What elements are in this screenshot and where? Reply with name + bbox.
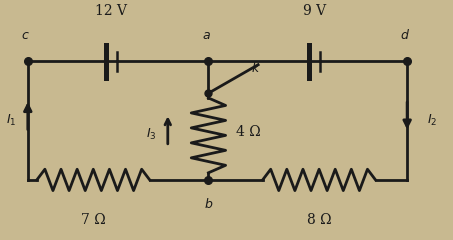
Text: $I_2$: $I_2$: [428, 113, 438, 128]
Text: 9 V: 9 V: [303, 4, 326, 18]
Text: 7 Ω: 7 Ω: [81, 213, 106, 228]
Text: $d$: $d$: [400, 28, 410, 42]
Text: $c$: $c$: [21, 29, 30, 42]
Text: 4 Ω: 4 Ω: [236, 126, 260, 139]
Text: $b$: $b$: [204, 197, 213, 211]
Text: $I_3$: $I_3$: [146, 127, 156, 142]
Text: 8 Ω: 8 Ω: [307, 213, 332, 228]
Text: $k$: $k$: [251, 61, 261, 75]
Text: 12 V: 12 V: [95, 4, 127, 18]
Text: $a$: $a$: [202, 29, 211, 42]
Text: $I_1$: $I_1$: [6, 113, 17, 128]
